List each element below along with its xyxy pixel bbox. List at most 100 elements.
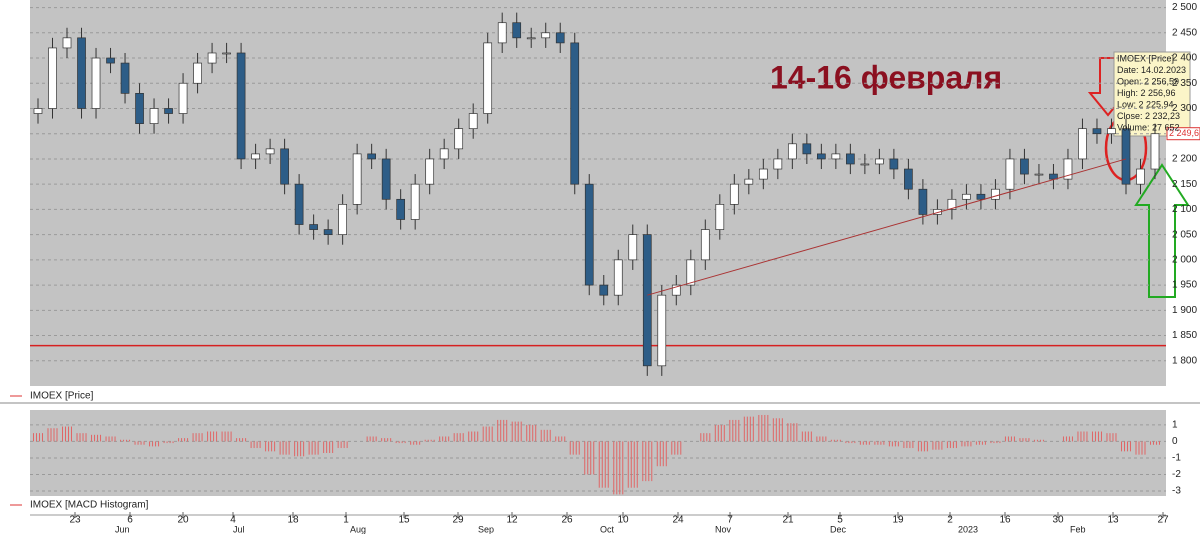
legend-price: IMOEX [Price] — [30, 391, 94, 402]
y-tick-label: 2 300 — [1172, 103, 1197, 114]
candle-body — [729, 183, 739, 205]
candle-body — [309, 224, 318, 230]
month-label: Jul — [233, 524, 245, 534]
candle-body — [628, 234, 638, 261]
candle-body — [526, 37, 536, 40]
candle-body — [1136, 168, 1145, 185]
candle-body — [802, 143, 812, 155]
x-tick-label: 15 — [398, 515, 410, 526]
month-label: Sep — [478, 524, 494, 534]
candle-body — [497, 22, 507, 44]
month-label: Jun — [115, 524, 130, 534]
candle-body — [512, 22, 522, 39]
x-tick-label: 4 — [230, 515, 236, 526]
annotation: 14-16 февраля — [770, 59, 1002, 95]
candle-body — [744, 178, 754, 185]
candle-body — [889, 158, 899, 170]
candle-body — [381, 158, 391, 200]
candle-body — [91, 57, 101, 109]
candle-body — [1005, 158, 1015, 190]
x-tick-label: 7 — [727, 515, 733, 526]
candle-body — [860, 163, 870, 166]
candle-body — [120, 62, 130, 94]
month-label: 2023 — [958, 524, 978, 534]
candle-body — [1063, 158, 1073, 180]
y-tick-label: 2 050 — [1172, 229, 1197, 240]
candle-body — [758, 168, 768, 180]
candle-body — [251, 153, 260, 160]
candle-body — [222, 52, 231, 55]
y-tick-label: 2 450 — [1172, 27, 1197, 38]
candle-body — [831, 153, 841, 160]
candle-body — [671, 284, 681, 296]
candle-body — [294, 183, 304, 225]
tooltip-line: Close: 2 232,23 — [1117, 111, 1180, 121]
candle-body — [1078, 128, 1087, 160]
tooltip-line: High: 2 256,96 — [1117, 88, 1176, 98]
candle-body — [62, 37, 72, 49]
candle-body — [164, 108, 173, 114]
x-tick-label: 19 — [892, 515, 904, 526]
x-tick-label: 5 — [837, 515, 843, 526]
candle-body — [280, 148, 289, 185]
candle-body — [773, 158, 783, 170]
candle-body — [875, 158, 884, 165]
x-tick-label: 26 — [561, 515, 573, 526]
candle-body — [1107, 128, 1116, 135]
candle-body — [846, 153, 855, 165]
legend-macd: IMOEX [MACD Histogram] — [30, 500, 149, 511]
candle-body — [657, 294, 667, 367]
y-tick-label: -2 — [1172, 469, 1181, 480]
candle-body — [642, 234, 652, 367]
y-tick-label: -1 — [1172, 453, 1181, 464]
tooltip-line: IMOEX [Price] — [1117, 53, 1174, 63]
month-label: Nov — [715, 524, 732, 534]
candle-body — [454, 128, 464, 150]
y-tick-label: 1 850 — [1172, 330, 1197, 341]
candle-body — [918, 188, 928, 215]
month-label: Dec — [830, 524, 847, 534]
x-tick-label: 12 — [506, 515, 518, 526]
candle-body — [135, 92, 144, 124]
tooltip-line: Open: 2 256,59 — [1117, 76, 1179, 86]
candle-body — [483, 42, 493, 114]
candle-body — [33, 108, 43, 114]
tooltip-line: Date: 14.02.2023 — [1117, 65, 1186, 75]
y-tick-label: 2 500 — [1172, 2, 1197, 13]
price-panel — [30, 0, 1166, 386]
candle-body — [48, 47, 57, 109]
candle-body — [787, 143, 797, 160]
candle-body — [1020, 158, 1029, 175]
y-tick-label: 1 950 — [1172, 280, 1197, 291]
candle-body — [265, 148, 275, 155]
up-arrow — [1134, 163, 1190, 298]
candle-body — [599, 284, 609, 296]
x-tick-label: 29 — [452, 515, 464, 526]
candle-body — [439, 148, 449, 160]
candle-body — [976, 193, 986, 200]
tooltip-line: Volume: 27 652 — [1117, 122, 1180, 132]
candle-body — [396, 198, 406, 220]
candle-body — [207, 52, 217, 64]
x-tick-label: 21 — [782, 515, 794, 526]
candle-body — [700, 229, 710, 261]
x-tick-label: 18 — [287, 515, 299, 526]
y-tick-label: 1 — [1172, 420, 1178, 431]
candle-body — [77, 37, 86, 109]
y-tick-label: 2 350 — [1172, 78, 1197, 89]
candle-body — [468, 113, 478, 130]
x-tick-label: 13 — [1107, 515, 1119, 526]
candle-body — [962, 193, 971, 200]
candle-body — [570, 42, 580, 185]
candle-body — [584, 183, 594, 286]
candle-body — [149, 108, 159, 124]
candle-body — [555, 32, 565, 44]
macd-panel — [30, 410, 1166, 496]
candle-body — [947, 198, 957, 210]
y-tick-label: 2 200 — [1172, 154, 1197, 165]
y-tick-label: 2 400 — [1172, 53, 1197, 64]
candle-body — [1092, 128, 1102, 135]
candle-body — [817, 153, 826, 160]
candle-body — [1150, 133, 1160, 170]
